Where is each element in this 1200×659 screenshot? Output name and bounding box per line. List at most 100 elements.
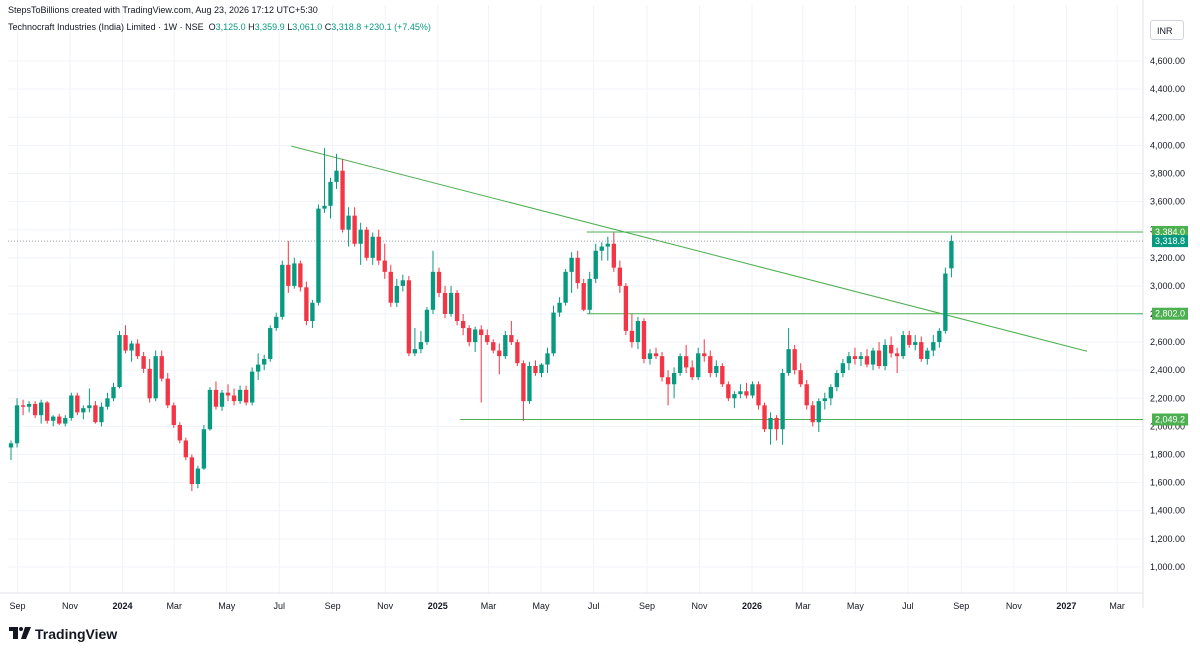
candle [756,381,761,410]
candle [346,207,351,247]
candle-body [846,356,852,364]
candle-body [135,343,140,357]
candle-body [255,364,261,372]
candle [460,314,466,336]
candle [141,351,146,374]
currency-button[interactable]: INR [1150,20,1184,40]
candle [635,316,641,350]
candle [75,392,80,416]
candle-body [63,417,68,424]
candle [937,328,942,348]
x-tick-label: Nov [1006,601,1023,611]
candle [786,328,791,376]
candle [159,350,164,382]
candle-body [744,391,749,396]
candle-body [557,302,562,313]
candle-body [647,353,653,359]
candle-body [32,403,38,416]
candle-body [720,365,725,385]
candle [99,402,104,427]
candle [738,384,743,399]
candle [629,314,635,348]
x-tick-label: Mar [795,601,811,611]
candle-body [653,353,659,357]
candle [442,285,448,319]
open-label: O [208,22,216,32]
candle [364,226,369,261]
candle-body [243,389,249,403]
candle [322,148,327,213]
candle [774,415,779,441]
candle [557,297,562,317]
candle [51,415,56,427]
candle [268,325,273,362]
candle [237,385,243,404]
candle-body [726,384,731,399]
candle [129,340,134,362]
candle [26,401,32,413]
tradingview-brand[interactable]: TradingView [9,626,117,642]
x-tick-label: Mar [1109,601,1125,611]
candle-body [888,344,894,354]
candle [201,425,207,470]
candle-body [503,335,508,357]
candle-body [201,429,207,469]
open-value: 3,125.0 [215,22,246,32]
candle-body [599,246,604,251]
candle-body [907,335,912,345]
x-tick-label: Jul [902,601,914,611]
candle [575,250,580,289]
y-tick-label: 2,000.00 [1150,421,1185,431]
candle-body [280,264,285,317]
candle-body [894,353,900,357]
candle-body [268,328,273,359]
candle [943,267,948,334]
candle-body [225,392,231,396]
x-tick-label: 2024 [113,601,133,611]
candle [659,351,665,382]
candle-body [659,356,665,378]
candle-body [177,425,182,441]
candle [804,380,809,410]
candle-body [183,440,188,458]
candle [262,354,267,371]
candle [418,330,424,354]
x-tick-label: May [218,601,236,611]
candle-body [219,392,225,407]
candle [792,344,797,375]
candle-body [189,457,195,485]
candle [931,335,936,357]
candle [683,344,689,374]
candle-body [690,367,695,378]
candle [647,349,653,365]
close-value: 3,318.8 [331,22,362,32]
candle-body [677,356,683,374]
candle-body [738,391,743,395]
candle-body [876,350,882,366]
candle-body [858,356,864,359]
candle [521,360,526,421]
candle-body [545,353,550,365]
price-label-text: 3,318.8 [1155,236,1185,246]
candle [394,278,399,307]
candle-body [111,387,116,399]
candle [744,382,749,399]
candle-body [473,329,478,343]
candle-body [81,408,86,413]
candle [406,276,412,357]
candle-body [466,328,472,343]
candle [280,260,285,320]
candle-body [105,398,110,407]
candle-body [521,363,526,402]
y-tick-label: 4,400.00 [1150,84,1185,94]
y-tick-label: 1,400.00 [1150,506,1185,516]
candle [641,318,647,364]
high-label: H [248,22,255,32]
y-tick-label: 1,000.00 [1150,562,1185,572]
candle-body [195,468,201,485]
close-label: C [324,22,332,32]
candle [533,360,538,376]
candle [388,264,393,307]
